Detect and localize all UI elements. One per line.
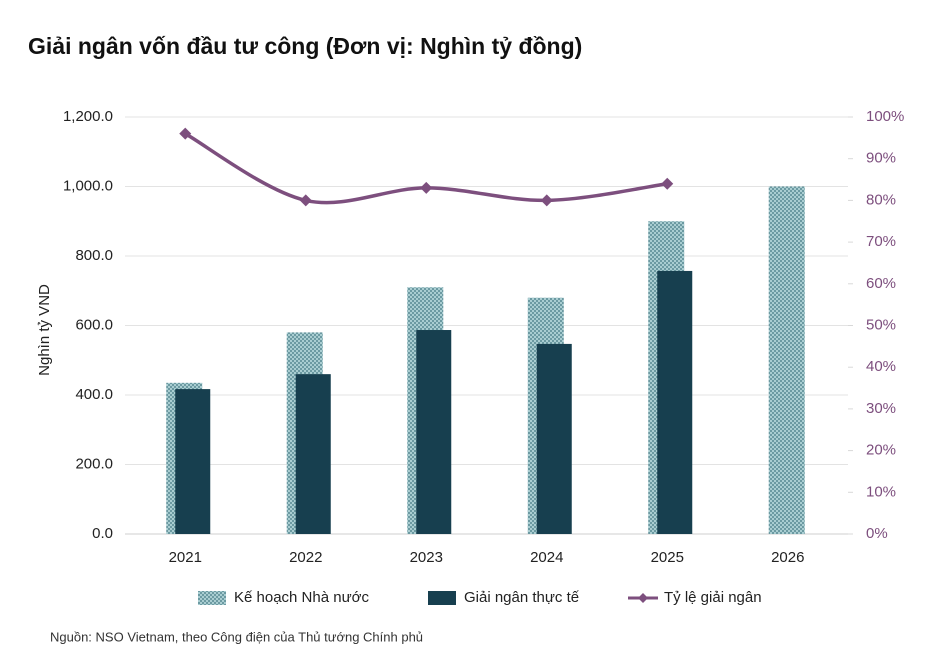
y-axis-label: Nghìn tỷ VND <box>36 284 53 376</box>
line-marker <box>179 127 192 140</box>
y2-tick-label: 10% <box>866 483 896 500</box>
line-marker <box>540 194 553 207</box>
y-tick-label: 400.0 <box>75 386 113 403</box>
bar <box>657 270 693 534</box>
legend-swatch <box>428 591 456 605</box>
bar <box>175 389 211 534</box>
y2-tick-label: 0% <box>866 525 888 542</box>
y2-tick-label: 50% <box>866 316 896 333</box>
legend-label: Giải ngân thực tế <box>464 589 580 606</box>
y-tick-label: 200.0 <box>75 455 113 472</box>
x-tick-label: 2025 <box>651 549 684 566</box>
legend-swatch <box>198 591 226 605</box>
y-tick-label: 1,000.0 <box>63 177 113 194</box>
x-tick-label: 2021 <box>169 549 202 566</box>
chart-title: Giải ngân vốn đầu tư công (Đơn vị: Nghìn… <box>28 33 582 59</box>
y2-tick-label: 100% <box>866 108 904 125</box>
bar <box>416 330 452 534</box>
y2-tick-label: 60% <box>866 275 896 292</box>
y-tick-label: 800.0 <box>75 247 113 264</box>
line-marker <box>661 177 674 190</box>
source-note: Nguồn: NSO Vietnam, theo Công điện của T… <box>50 629 423 644</box>
legend-swatch <box>638 593 648 603</box>
legend-label: Kế hoạch Nhà nước <box>234 589 369 606</box>
line-marker <box>299 194 312 207</box>
y2-tick-label: 70% <box>866 233 896 250</box>
y2-tick-label: 90% <box>866 150 896 167</box>
y2-tick-label: 40% <box>866 358 896 375</box>
line-marker <box>420 181 433 194</box>
y2-tick-label: 20% <box>866 442 896 459</box>
y-tick-label: 1,200.0 <box>63 108 113 125</box>
bar <box>536 343 572 534</box>
x-tick-label: 2026 <box>771 549 804 566</box>
y-tick-label: 600.0 <box>75 316 113 333</box>
x-tick-label: 2022 <box>289 549 322 566</box>
x-tick-label: 2023 <box>410 549 443 566</box>
y-tick-label: 0.0 <box>92 525 113 542</box>
legend-label: Tỷ lệ giải ngân <box>664 589 762 606</box>
y2-tick-label: 30% <box>866 400 896 417</box>
y2-tick-label: 80% <box>866 191 896 208</box>
bar <box>295 374 331 534</box>
bar <box>768 186 805 534</box>
x-tick-label: 2024 <box>530 549 563 566</box>
